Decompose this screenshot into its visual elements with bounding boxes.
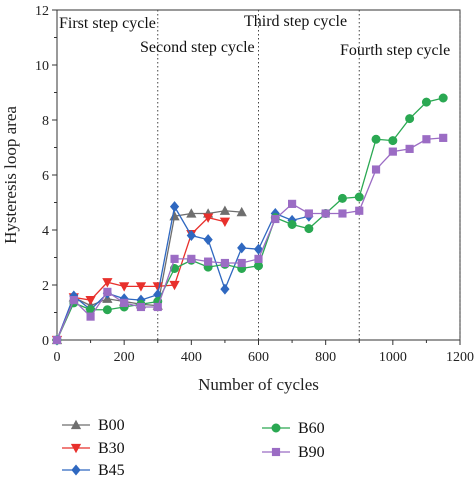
data-point-b60 [438, 93, 448, 103]
data-point-b90 [422, 135, 431, 144]
data-point-b60 [421, 97, 431, 107]
legend-label-b30: B30 [98, 440, 125, 457]
data-point-b45 [237, 242, 247, 254]
x-tick-label: 800 [315, 350, 336, 365]
data-point-b00 [186, 208, 197, 218]
data-point-b45 [186, 229, 196, 242]
data-point-b30 [202, 213, 214, 223]
legend-label-b00: B00 [98, 417, 125, 434]
x-axis-title: Number of cycles [198, 375, 319, 394]
data-point-b90 [153, 302, 162, 312]
data-point-b60 [354, 192, 364, 202]
legend-label-b60: B60 [298, 420, 325, 437]
data-point-b00 [219, 205, 231, 215]
legend-marker-b90 [271, 447, 281, 457]
data-point-b90 [204, 257, 213, 266]
data-point-b30 [119, 282, 130, 292]
data-point-b90 [120, 298, 129, 307]
data-point-b90 [86, 312, 95, 321]
data-point-b45 [203, 234, 213, 246]
data-point-b90 [405, 144, 414, 153]
data-point-b90 [237, 258, 246, 268]
legend-marker-b00 [70, 419, 82, 430]
data-point-b90 [371, 165, 381, 174]
y-tick-label: 12 [35, 4, 49, 19]
series-line-b00 [56, 210, 242, 341]
series-line-b30 [56, 216, 226, 341]
x-tick-label: 600 [248, 350, 269, 365]
data-point-b90 [52, 335, 62, 345]
x-tick-label: 1200 [446, 350, 474, 365]
data-point-b30 [102, 278, 113, 288]
data-point-b90 [321, 209, 330, 218]
data-point-b60 [405, 114, 415, 124]
data-point-b60 [337, 193, 347, 203]
series-line-b45 [56, 204, 310, 341]
y-tick-label: 10 [35, 59, 49, 74]
series-line-b60 [56, 97, 444, 341]
data-point-b60 [102, 305, 112, 315]
data-point-b45 [220, 283, 230, 295]
x-tick-label: 400 [181, 350, 202, 365]
data-point-b30 [169, 280, 180, 291]
data-point-b90 [170, 254, 179, 263]
data-point-b90 [439, 133, 448, 142]
annotation-first-step: First step cycle [59, 15, 156, 32]
data-point-b90 [187, 254, 196, 263]
data-point-b30 [219, 217, 231, 227]
data-point-b90 [69, 296, 78, 305]
y-tick-label: 6 [42, 169, 49, 184]
annotation-second-step: Second step cycle [140, 39, 255, 56]
series-line-b90 [56, 137, 444, 341]
x-tick-label: 0 [54, 350, 61, 365]
data-point-b60 [371, 134, 381, 144]
data-point-b45 [253, 243, 264, 255]
legend-label-b45: B45 [98, 462, 125, 479]
legend-marker-b45 [71, 464, 81, 476]
data-point-b60 [304, 224, 314, 234]
data-point-b45 [169, 201, 180, 213]
plot-area [51, 9, 461, 346]
data-point-b90 [254, 254, 263, 263]
legend: B00 B30 B45 B60 B90 [62, 417, 325, 479]
data-point-b90 [136, 302, 146, 312]
y-tick-label: 0 [42, 334, 49, 349]
data-point-b60 [287, 220, 297, 230]
data-point-b90 [355, 206, 364, 215]
data-point-b90 [103, 287, 112, 296]
y-tick-label: 4 [42, 224, 49, 239]
y-tick-label: 2 [42, 279, 49, 294]
data-point-b90 [220, 258, 229, 268]
legend-marker-b30 [70, 443, 82, 454]
y-tick-label: 8 [42, 114, 49, 129]
data-point-b00 [236, 206, 247, 217]
legend-label-b90: B90 [298, 444, 325, 461]
data-point-b90 [338, 209, 347, 218]
data-point-b30 [85, 296, 96, 306]
y-axis-title: Hysteresis loop area [1, 106, 20, 244]
legend-marker-b60 [271, 423, 281, 433]
data-point-b30 [135, 282, 147, 292]
data-point-b90 [304, 209, 313, 218]
data-point-b90 [288, 199, 297, 208]
data-point-b90 [271, 214, 280, 224]
x-tick-label: 1000 [379, 350, 407, 365]
data-point-b90 [388, 147, 397, 156]
x-tick-label: 200 [114, 350, 135, 365]
annotation-fourth-step: Fourth step cycle [340, 42, 450, 59]
annotation-third-step: Third step cycle [244, 13, 347, 30]
data-point-b60 [388, 136, 398, 146]
